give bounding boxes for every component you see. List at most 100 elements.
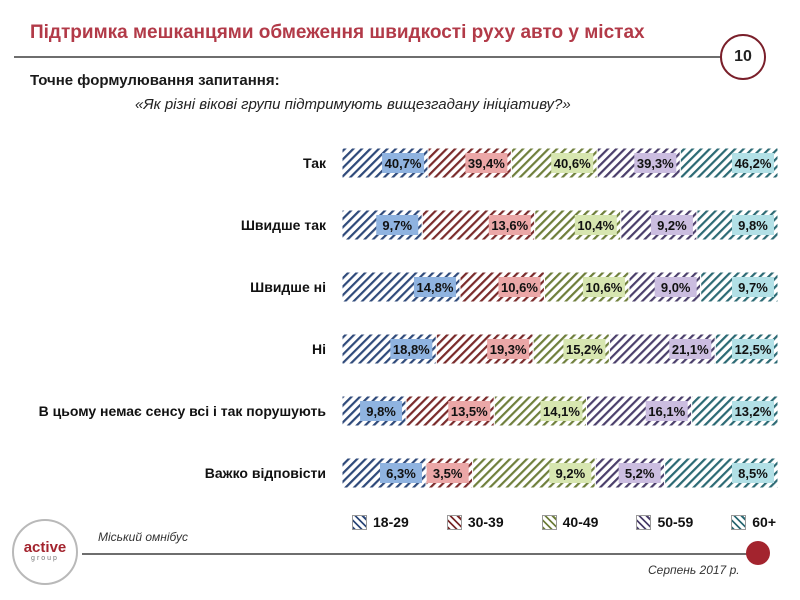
value-label-bg [732,277,774,297]
value-label: 16,1% [648,404,685,419]
question-text: «Як різні вікові групи підтримують вищез… [135,96,571,113]
value-label-bg [487,339,530,359]
bar-row: Так 40,7% 39,4% 40,6% 39,3% 46,2% [303,147,779,179]
value-label: 9,0% [661,280,691,295]
value-label-bg [390,339,433,359]
value-label: 15,2% [566,342,603,357]
page-number-badge: 10 [720,34,766,80]
value-label: 10,6% [501,280,538,295]
value-label-bg [654,277,697,297]
legend-label: 40-49 [562,514,599,530]
active-group-logo: active group [12,519,78,585]
legend-item: 40-49 [541,514,599,530]
bar-row: В цьому немає сенсу всі і так порушують 9… [39,395,779,427]
value-label: 9,7% [738,280,768,295]
value-label-bg [618,463,661,483]
value-label-bg [732,463,774,483]
chart-legend: 18-29 30-39 40-49 50-59 60+ [352,514,776,530]
value-label-bg [426,463,469,483]
logo-word: active [23,539,67,557]
legend-swatch-30-39 [446,514,462,530]
value-label: 14,1% [543,404,580,419]
question-label: Точне формулювання запитання: [30,72,280,89]
value-label: 19,3% [490,342,527,357]
value-label: 5,2% [625,466,655,481]
value-label-bg [540,401,583,421]
bar-row: Швидше ні 14,8% 10,6% 10,6% 9,0% 9,7% [250,271,779,303]
value-label: 40,6% [554,156,591,171]
bar-row: Важко відповісти 6,3% 3,5% 9,2% 5,2% 8,5% [205,457,779,489]
value-label: 3,5% [433,466,463,481]
value-label: 46,2% [735,156,772,171]
legend-label: 60+ [752,514,776,530]
value-label: 39,3% [637,156,674,171]
value-label-bg [732,153,774,173]
value-label-bg [360,401,403,421]
value-label: 12,5% [735,342,772,357]
legend-item: 60+ [731,514,776,530]
legend-label: 30-39 [467,514,504,530]
value-label-bg [413,277,456,297]
page-title: Підтримка мешканцями обмеження швидкості… [30,22,645,43]
value-label-bg [732,401,774,421]
legend-item: 50-59 [636,514,693,530]
footer-divider [82,553,752,555]
value-label-bg [382,153,425,173]
category-label: Швидше ні [250,279,326,295]
value-label: 18,8% [393,342,430,357]
legend-label: 50-59 [657,514,694,530]
legend-swatch-40-49 [541,514,557,530]
legend-swatch-18-29 [352,514,367,530]
value-label: 9,7% [382,218,412,233]
category-label: Швидше так [241,217,327,233]
value-label-bg [574,215,617,235]
value-label: 9,8% [738,218,768,233]
value-label-bg [448,401,491,421]
value-label: 9,8% [366,404,396,419]
value-label-bg [732,339,774,359]
value-label: 10,4% [577,218,614,233]
value-label-bg [551,153,594,173]
value-label: 6,3% [386,466,416,481]
value-label-bg [582,277,625,297]
legend-item: 30-39 [446,514,504,530]
value-label: 13,2% [735,404,772,419]
legend-item: 18-29 [352,514,409,530]
legend-label: 18-29 [373,514,409,530]
title-divider [14,56,726,58]
value-label-bg [645,401,688,421]
value-label-bg [669,339,712,359]
value-label: 13,6% [491,218,528,233]
value-label: 40,7% [385,156,422,171]
footer-accent-dot [746,541,770,565]
value-label-bg [732,215,774,235]
value-label: 13,5% [451,404,488,419]
value-label-bg [376,215,419,235]
category-label: Важко відповісти [205,465,326,481]
legend-swatch-50-59 [636,514,652,530]
value-label: 8,5% [738,466,768,481]
bar-row: Ні 18,8% 19,3% 15,2% 21,1% 12,5% [312,333,779,365]
value-label-bg [549,463,592,483]
value-label-bg [563,339,606,359]
value-label: 21,1% [672,342,709,357]
value-label-bg [488,215,531,235]
value-label: 10,6% [586,280,623,295]
category-label: В цьому немає сенсу всі і так порушують [39,403,327,419]
value-label-bg [380,463,422,483]
value-label: 39,4% [468,156,505,171]
value-label: 9,2% [556,466,586,481]
category-label: Ні [312,341,326,357]
category-label: Так [303,155,327,171]
value-label-bg [498,277,541,297]
bar-row: Швидше так 9,7% 13,6% 10,4% 9,2% 9,8% [241,209,779,241]
legend-swatch-60-plus [731,514,747,530]
value-label: 9,2% [657,218,687,233]
value-label: 14,8% [417,280,454,295]
logo-subtext: group [31,555,59,563]
footer-date: Серпень 2017 р. [648,563,740,577]
value-label-bg [650,215,693,235]
value-label-bg [465,153,508,173]
value-label-bg [634,153,677,173]
